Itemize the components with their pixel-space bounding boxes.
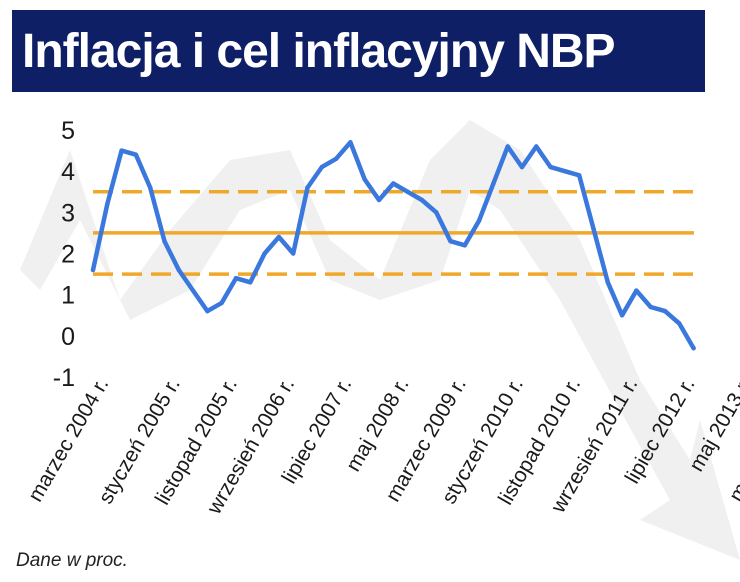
- data-point: [119, 148, 124, 153]
- data-point: [348, 140, 353, 145]
- data-point: [362, 177, 367, 182]
- data-point: [548, 164, 553, 170]
- y-tick-label: -1: [53, 364, 75, 392]
- data-point: [162, 238, 167, 244]
- title-banner: Inflacja i cel inflacyjny NBP: [12, 10, 705, 92]
- data-point: [648, 304, 653, 310]
- data-point: [605, 280, 610, 285]
- y-tick-label: 4: [61, 158, 75, 186]
- data-point: [333, 156, 339, 162]
- data-point: [233, 276, 239, 281]
- data-point: [291, 251, 296, 256]
- data-point: [562, 168, 568, 174]
- data-point: [691, 345, 696, 351]
- data-point: [105, 201, 110, 207]
- y-tick-label: 1: [61, 282, 75, 310]
- watermark-graphic: [20, 120, 740, 560]
- data-point: [319, 164, 324, 170]
- data-point: [534, 144, 539, 149]
- data-point: [276, 234, 282, 240]
- data-point: [305, 185, 310, 190]
- data-point: [434, 210, 439, 215]
- data-point: [90, 267, 96, 273]
- y-axis: -1 0 1 2 3 4 5: [53, 117, 75, 392]
- data-point: [448, 238, 453, 244]
- data-point: [662, 308, 668, 314]
- data-point: [219, 300, 224, 306]
- data-point: [591, 226, 596, 231]
- data-point: [491, 181, 496, 186]
- data-point: [677, 321, 682, 326]
- source-note: Dane w proc.: [16, 550, 128, 571]
- x-axis: marzec 2004 r.styczeń 2005 r.listopad 20…: [24, 374, 740, 519]
- chart-title: Inflacja i cel inflacyjny NBP: [22, 24, 616, 78]
- data-point: [419, 197, 425, 203]
- y-tick-label: 5: [61, 117, 75, 145]
- data-point: [391, 181, 396, 186]
- data-point: [519, 164, 525, 170]
- series-layer: [90, 140, 696, 351]
- y-tick-label: 0: [61, 323, 75, 351]
- data-point: [577, 173, 582, 178]
- data-point: [262, 251, 267, 256]
- data-point: [205, 308, 210, 314]
- data-point: [505, 144, 510, 149]
- data-point: [190, 288, 196, 293]
- watermark-arrow: [20, 120, 740, 560]
- data-point: [405, 189, 410, 194]
- data-point: [462, 243, 467, 248]
- y-tick-label: 2: [61, 241, 75, 269]
- data-point: [148, 185, 153, 190]
- data-point: [476, 218, 482, 223]
- data-point: [376, 197, 382, 203]
- data-point: [133, 152, 139, 157]
- data-point: [619, 313, 625, 318]
- data-point: [176, 267, 181, 273]
- data-point: [634, 288, 639, 293]
- y-tick-label: 3: [61, 199, 75, 227]
- data-point: [248, 280, 253, 285]
